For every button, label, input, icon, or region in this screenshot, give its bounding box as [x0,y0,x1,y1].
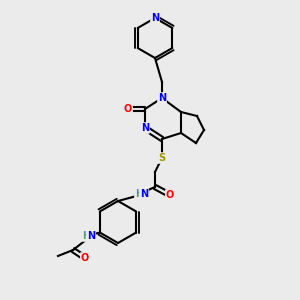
Text: S: S [158,153,166,163]
Text: O: O [124,104,132,114]
Text: O: O [81,253,89,263]
Text: N: N [158,93,166,103]
Text: N: N [140,189,148,199]
Text: N: N [141,123,149,133]
Text: N: N [87,231,95,241]
Text: H: H [82,231,90,241]
Text: N: N [151,13,159,23]
Text: H: H [135,189,143,199]
Text: O: O [166,190,174,200]
